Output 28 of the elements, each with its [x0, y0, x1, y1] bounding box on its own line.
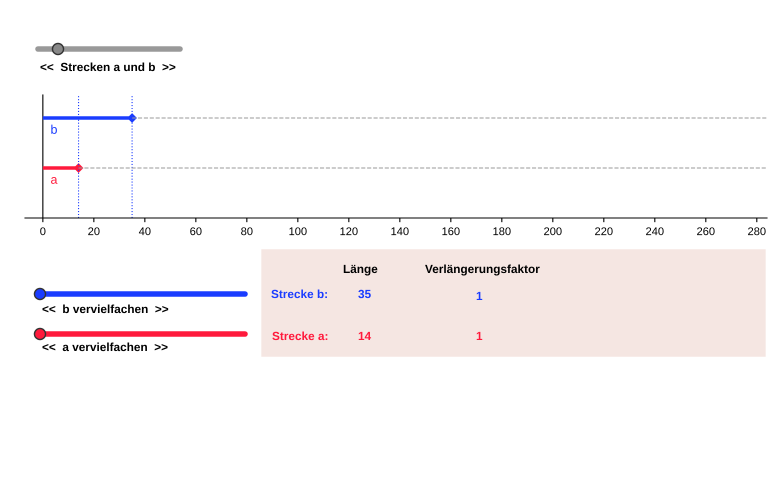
x-tick-label: 60	[190, 227, 202, 236]
x-tick-label: 220	[595, 227, 613, 236]
text: 1	[476, 332, 482, 340]
x-tick-label: 240	[646, 227, 664, 236]
x-tick-label: 0	[40, 227, 46, 236]
x-tick-label: 260	[697, 227, 715, 236]
text: Verlängerungsfaktor	[425, 264, 540, 276]
text: 35	[358, 290, 371, 298]
x-tick-label: 100	[289, 227, 307, 236]
text: Strecke a:	[272, 331, 328, 340]
x-tick-label: 140	[391, 227, 409, 236]
text: << Strecken a und b >>	[40, 62, 176, 72]
x-tick-label: 160	[442, 227, 460, 236]
x-tick-label: 80	[241, 227, 253, 236]
text: 14	[358, 332, 372, 340]
x-tick-label: 40	[138, 227, 151, 236]
text: 1	[476, 292, 482, 300]
x-tick-label: 200	[544, 227, 562, 236]
y-tick-label: b	[51, 124, 57, 134]
text: << b vervielfachen >>	[42, 304, 168, 314]
text: Länge	[344, 264, 378, 276]
text: Strecke b:	[271, 289, 327, 298]
text: << a vervielfachen >>	[42, 342, 168, 352]
x-tick-label: 280	[748, 227, 766, 236]
x-tick-label: 20	[88, 227, 100, 236]
x-tick-label: 180	[493, 227, 511, 236]
x-tick-label: 120	[340, 227, 358, 236]
y-tick-label: a	[51, 177, 58, 184]
